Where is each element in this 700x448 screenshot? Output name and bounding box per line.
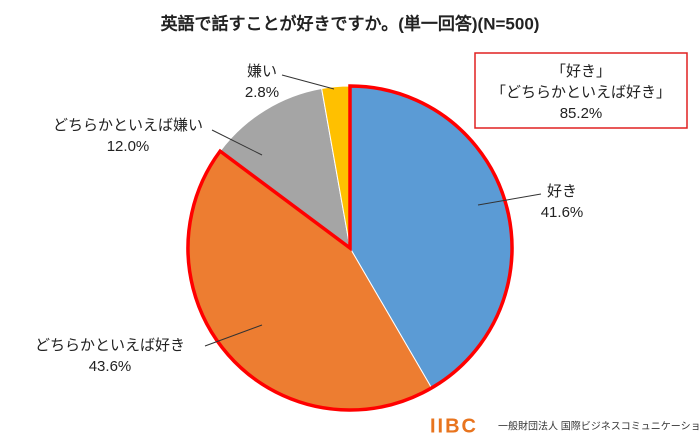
chart-title: 英語で話すことが好きですか。(単一回答)(N=500)	[161, 13, 540, 33]
leader-line	[477, 193, 542, 206]
annotation-box	[474, 52, 688, 129]
value-label: 2.8%	[245, 84, 279, 101]
value-label: 12.0%	[107, 138, 150, 155]
slice-label: 好き	[547, 183, 577, 200]
annotation-line: 「どちらかといえば好き」	[491, 84, 671, 101]
slice-label: どちらかといえば嫌い	[53, 117, 203, 134]
slice-label: どちらかといえば好き	[35, 337, 185, 354]
slice-label: 嫌い	[247, 63, 277, 80]
leader-line	[204, 324, 263, 347]
logo-text: 一般財団法人 国際ビジネスコミュニケーション協会	[498, 420, 700, 433]
annotation-line: 「好き」	[551, 63, 611, 80]
highlight-outline	[186, 84, 514, 412]
logo-mark: IIBC	[430, 415, 478, 437]
leader-line	[281, 74, 335, 90]
annotation-line: 85.2%	[560, 105, 603, 122]
pie-slice	[219, 87, 351, 250]
leader-line	[211, 129, 263, 156]
value-label: 43.6%	[89, 358, 132, 375]
value-label: 41.6%	[541, 204, 584, 221]
